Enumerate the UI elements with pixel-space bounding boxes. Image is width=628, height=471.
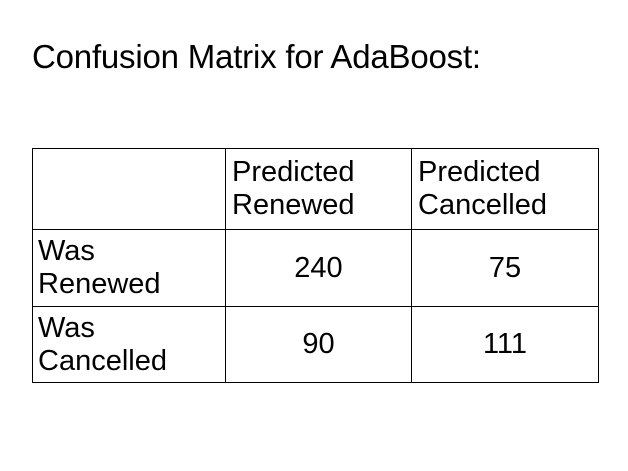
column-header-line: Cancelled	[418, 189, 547, 221]
cell-renewed-predicted-renewed: 240	[225, 229, 412, 307]
confusion-matrix-table: Predicted Renewed Predicted Cancelled Wa…	[32, 148, 599, 383]
column-header-predicted-cancelled: Predicted Cancelled	[411, 148, 599, 230]
row-header-line: Renewed	[38, 268, 161, 300]
cell-cancelled-predicted-cancelled: 111	[411, 306, 599, 383]
table-row-was-renewed: Was Renewed 240 75	[32, 229, 599, 307]
column-header-line: Predicted	[418, 156, 541, 188]
table-row-was-cancelled: Was Cancelled 90 111	[32, 306, 599, 383]
row-header-line: Cancelled	[38, 344, 167, 377]
row-header-line: Was	[38, 311, 95, 344]
corner-cell	[32, 148, 226, 230]
cell-renewed-predicted-cancelled: 75	[411, 229, 599, 307]
row-header-was-renewed: Was Renewed	[32, 229, 226, 307]
column-header-line: Predicted	[232, 156, 355, 188]
column-header-line: Renewed	[232, 189, 355, 221]
page-title: Confusion Matrix for AdaBoost:	[32, 38, 481, 75]
header-row: Predicted Renewed Predicted Cancelled	[32, 148, 599, 230]
row-header-was-cancelled: Was Cancelled	[32, 306, 226, 383]
row-header-line: Was	[38, 235, 95, 267]
column-header-predicted-renewed: Predicted Renewed	[225, 148, 412, 230]
cell-cancelled-predicted-renewed: 90	[225, 306, 412, 383]
